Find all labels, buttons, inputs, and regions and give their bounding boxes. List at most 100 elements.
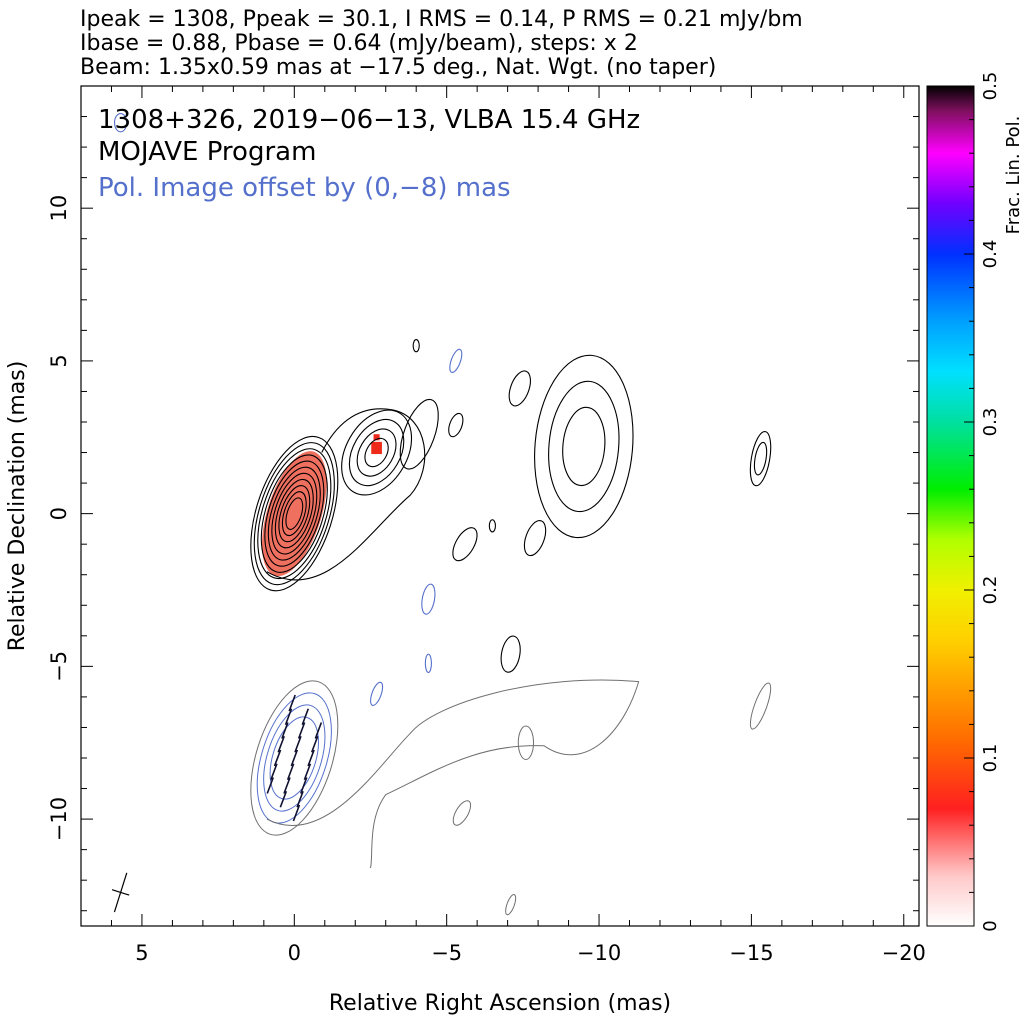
core-contour-10 [285, 497, 304, 530]
pol-side-contour-a [517, 725, 535, 760]
colorbar-tick-label-5: 0.5 [980, 72, 1001, 101]
evpa-vector [314, 722, 323, 739]
evpa-vector [292, 804, 301, 822]
i-contour-8-0 [749, 431, 772, 487]
evpa-vector [283, 777, 291, 794]
evpa-vector [300, 777, 308, 794]
colorbar-tick-label-3: 0.3 [980, 408, 1001, 437]
pol-side-contour-c [749, 682, 772, 730]
pol-contour-4 [113, 112, 128, 133]
i-contour-7-0 [488, 519, 496, 533]
beam-marker [111, 872, 130, 913]
frac-pol-pixel-0 [371, 441, 382, 455]
pol-core-contour-3 [269, 716, 319, 800]
evpa-vector [279, 790, 288, 808]
x-tick-label-0: 5 [135, 941, 148, 965]
i-contour-9-0 [412, 338, 420, 353]
header-line-1: Ipeak = 1308, Ppeak = 30.1, I RMS = 0.14… [80, 7, 803, 32]
core-contour-5 [267, 466, 321, 561]
core-contour-4 [264, 460, 325, 567]
i-contour-4-2 [562, 406, 606, 487]
i-contour-0-3 [364, 437, 389, 468]
colorbar-tick-label-4: 0.4 [980, 240, 1001, 269]
x-tick-label-2: −5 [431, 941, 462, 965]
evpa-vector [310, 735, 319, 753]
i-contour-1-0 [399, 398, 439, 470]
i-contour-0-0 [341, 409, 413, 496]
frac-pol-pixel-1 [373, 434, 380, 441]
evpa-vector [303, 763, 312, 781]
evpa-vector [273, 749, 282, 767]
core-contour-0 [250, 435, 339, 592]
pol-contour-3 [424, 653, 432, 674]
colorbar-tick-label-1: 0.1 [980, 744, 1001, 773]
i-contour-6-0 [523, 520, 547, 557]
pol-core-contour-0 [250, 680, 339, 836]
i-contour-5-0 [452, 527, 478, 562]
core-contour-3 [260, 454, 328, 573]
i-contour-10-0 [500, 635, 521, 673]
evpa-vector [301, 708, 310, 726]
evpa-vector [296, 790, 304, 808]
evpa-vector [277, 735, 285, 753]
colorbar [926, 85, 975, 927]
evpa-vector [266, 777, 274, 794]
header-line-3: Beam: 1.35x0.59 mas at −17.5 deg., Nat. … [80, 55, 716, 80]
evpa-vector [297, 722, 306, 739]
evpa-vector [270, 763, 278, 781]
y-tick-label-4: −10 [47, 797, 71, 841]
i-contour-4-1 [548, 380, 620, 513]
i-contour-8-1 [753, 441, 768, 476]
evpa-vector [284, 708, 293, 726]
title-line-1: 1308+326, 2019−06−13, VLBA 15.4 GHz [98, 105, 640, 135]
x-tick-label-3: −10 [577, 941, 621, 965]
pol-jet-envelope [266, 679, 640, 869]
x-tick-label-4: −15 [729, 941, 773, 965]
axis-ticks: 5 0 −5 −10 −15 −20 10 5 0 −5 −10 [47, 85, 926, 965]
y-tick-label-2: 0 [47, 507, 71, 520]
core-contour-2 [257, 448, 332, 580]
evpa-vector [281, 722, 289, 739]
evpa-vectors [266, 694, 323, 822]
core-contour-1 [253, 442, 335, 586]
pol-side-contour-b [452, 800, 472, 826]
pol-contour-2 [370, 681, 384, 706]
evpa-vector [286, 763, 295, 781]
plot-content [111, 112, 772, 916]
evpa-vector [307, 749, 315, 767]
colorbar-ticks: 0 0.1 0.2 0.3 0.4 0.5 [964, 72, 1001, 932]
title-line-3: Pol. Image offset by (0,−8) mas [98, 173, 511, 203]
pol-side-contour-d [505, 894, 517, 916]
pol-core-contour-2 [263, 704, 326, 812]
colorbar-label: Frac. Lin. Pol. [1003, 116, 1024, 235]
i-contour-0-2 [356, 428, 397, 477]
pol-contour-1 [449, 348, 463, 374]
i-contour-4-0 [534, 354, 634, 539]
y-axis-label: Relative Declination (mas) [5, 361, 30, 652]
x-axis-label: Relative Right Ascension (mas) [329, 991, 671, 1016]
plot-frame [80, 85, 920, 927]
core-contour-7 [274, 478, 314, 549]
beam-minor-axis [111, 889, 130, 896]
pol-contour-0 [421, 583, 436, 615]
evpa-vector [288, 694, 296, 712]
title-line-2: MOJAVE Program [98, 137, 316, 167]
evpa-vector [290, 749, 299, 767]
core-contour-9 [281, 491, 307, 537]
evpa-vector [294, 735, 302, 753]
core-contour-6 [271, 472, 318, 555]
y-tick-label-3: −5 [47, 651, 71, 682]
colorbar-tick-label-2: 0.2 [980, 576, 1001, 605]
i-contour-3-0 [508, 370, 531, 407]
i-contour-2-0 [448, 412, 464, 438]
y-tick-label-1: 5 [47, 354, 71, 367]
y-tick-label-0: 10 [47, 195, 71, 222]
jet-envelope-contour [266, 408, 426, 581]
core-contour-8 [278, 485, 311, 543]
i-contour-0-1 [348, 419, 405, 487]
header-line-2: Ibase = 0.88, Pbase = 0.64 (mJy/beam), s… [80, 31, 638, 56]
frac-pol-core-image [261, 451, 327, 577]
x-tick-label-5: −20 [882, 941, 926, 965]
x-tick-label-1: 0 [288, 941, 301, 965]
